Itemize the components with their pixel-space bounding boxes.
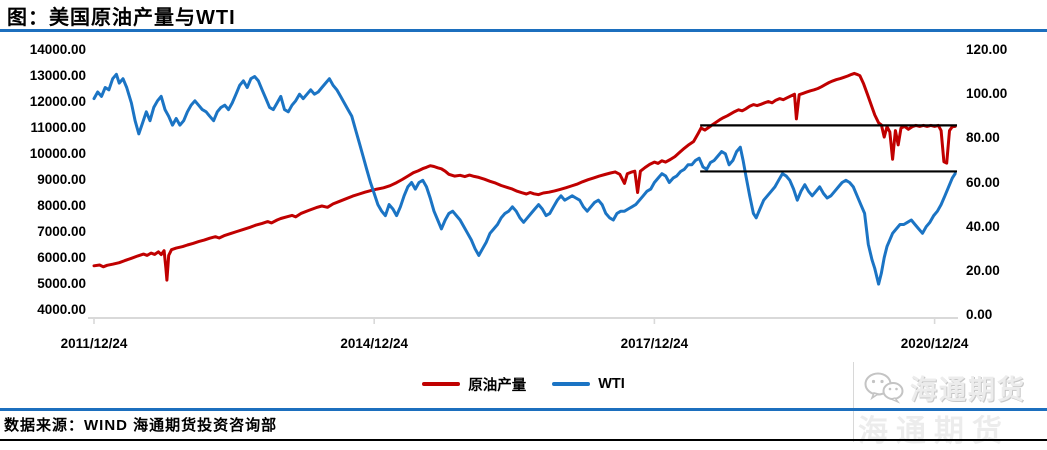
x-axis-tick-label: 2017/12/24: [620, 336, 689, 351]
x-axis-tick-label: 2014/12/24: [340, 336, 408, 351]
y-axis-left-tick-label: 8000.00: [37, 198, 86, 213]
watermark-brand-text: 海通期货: [910, 375, 1026, 405]
y-axis-left-tick-label: 12000.00: [29, 94, 86, 109]
y-axis-right-tick-label: 0.00: [966, 307, 993, 322]
legend-item-wti: WTI: [552, 376, 625, 392]
data-source-text: 数据来源：WIND 海通期货投资咨询部: [4, 417, 278, 434]
bottom-divider-rule: [0, 408, 1047, 411]
y-axis-left-tick-label: 10000.00: [29, 146, 86, 161]
series-line-wti: [92, 72, 957, 286]
y-axis-right-tick-label: 100.00: [966, 86, 1008, 102]
y-axis-right-tick-label: 80.00: [966, 130, 1000, 146]
y-axis-right-tick-label: 120.00: [966, 42, 1008, 57]
x-axis-tick-label: 2011/12/24: [60, 336, 128, 351]
y-axis-left-tick-label: 11000.00: [30, 120, 86, 135]
y-axis-left-tick-label: 5000.00: [37, 276, 86, 291]
top-divider-rule: [0, 29, 1047, 32]
legend-swatch-wti-line: [552, 381, 591, 387]
x-axis-tick-label: 2020/12/24: [900, 336, 969, 351]
y-axis-right-tick-label: 20.00: [966, 262, 1000, 278]
wechat-icon: [864, 372, 904, 404]
bottom-border-line: [0, 439, 1047, 441]
legend-label-production: 原油产量: [468, 377, 527, 394]
chart-legend: 原油产量 WTI: [0, 373, 1047, 395]
y-axis-right-tick-label: 60.00: [966, 174, 1000, 190]
y-axis-left-tick-label: 13000.00: [29, 68, 86, 83]
y-axis-left-tick-label: 7000.00: [37, 224, 86, 239]
legend-item-production: 原油产量: [422, 374, 526, 395]
legend-swatch-production-line: [422, 381, 461, 387]
brand-watermark: 海通期货: [853, 362, 1047, 442]
legend-label-wti: WTI: [598, 376, 625, 392]
series-line-production: [92, 71, 957, 282]
y-axis-left-tick-label: 14000.00: [29, 42, 86, 57]
page-title: 图：美国原油产量与WTI: [7, 7, 236, 29]
y-axis-right-tick-label: 40.00: [966, 218, 1000, 234]
y-axis-left-tick-label: 6000.00: [37, 250, 86, 265]
y-axis-left-tick-label: 4000.00: [37, 302, 86, 317]
y-axis-left-tick-label: 9000.00: [37, 172, 86, 187]
